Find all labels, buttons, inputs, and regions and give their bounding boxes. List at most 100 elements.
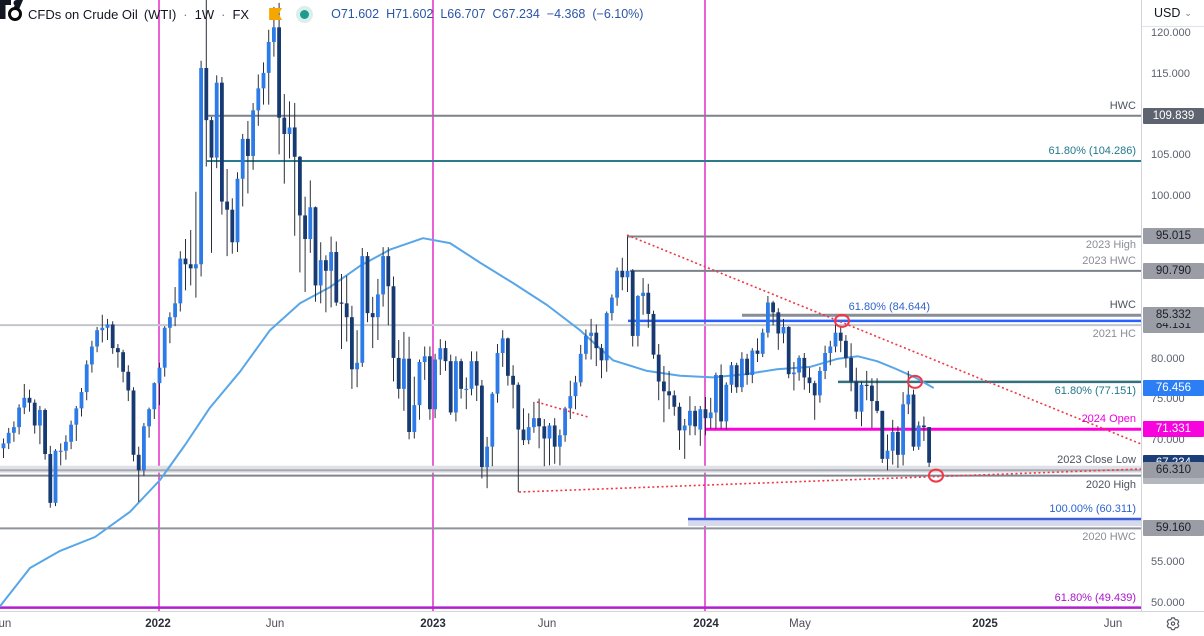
candle-body: [911, 394, 916, 447]
candle-body: [885, 450, 890, 459]
moving-average-line: [0, 237, 934, 608]
candle-body: [79, 392, 84, 409]
candle-body: [500, 338, 505, 354]
candle-body: [729, 365, 734, 385]
candle-body: [854, 381, 859, 412]
time-axis[interactable]: Jun 2022 Jun 2023 Jun 2024 May 2025 Jun: [0, 611, 1204, 636]
currency-label: USD: [1154, 6, 1181, 20]
level-label: 61.80% (104.286): [1048, 144, 1136, 157]
candle-body: [235, 178, 240, 243]
candle-body: [864, 384, 869, 386]
fib-level-label: 61.80% (84.644): [848, 301, 930, 313]
time-axis-label[interactable]: 2024: [693, 618, 719, 630]
candle-body: [318, 260, 323, 286]
candle-body: [355, 362, 359, 370]
candle-body: [490, 393, 495, 447]
candle-body: [121, 352, 125, 372]
candle-body: [610, 297, 614, 314]
candle-body: [261, 72, 266, 89]
candle-body: [516, 384, 521, 430]
time-axis-label[interactable]: Jun: [1103, 618, 1123, 630]
candle-body: [682, 425, 687, 431]
candle-body: [298, 156, 302, 216]
candle-body: [688, 410, 692, 426]
symbol-title[interactable]: CFDs on Crude Oil: [28, 6, 138, 22]
time-axis-label[interactable]: May: [789, 618, 811, 630]
candle-body: [495, 353, 500, 394]
time-axis-label[interactable]: Jun: [265, 618, 285, 630]
flag-bookmark-icon[interactable]: [269, 8, 283, 20]
candle-body: [786, 326, 791, 375]
level-label: 2023 High: [1085, 239, 1136, 252]
price-badge: 66.310: [1143, 462, 1204, 479]
candle-body: [246, 138, 250, 156]
candle-body: [350, 317, 354, 370]
candle-body: [402, 358, 406, 389]
currency-selector[interactable]: USD ⌄: [1142, 0, 1204, 27]
candle-body: [204, 68, 209, 121]
interval-label[interactable]: 1W: [194, 6, 215, 22]
candle-body: [147, 409, 151, 427]
candle-body: [584, 335, 588, 354]
candle-body: [391, 286, 396, 358]
candle-body: [162, 327, 167, 368]
time-axis-label[interactable]: 2025: [972, 618, 998, 630]
candle-body: [272, 27, 276, 42]
candle-body: [90, 346, 94, 365]
candle-body: [662, 381, 666, 392]
ohlc-value: C67.234: [492, 7, 540, 21]
candle-body: [225, 201, 229, 210]
candle-body: [594, 332, 599, 349]
candle-body: [256, 88, 261, 111]
candle-body: [589, 332, 593, 336]
candle-body: [578, 353, 583, 383]
candle-body: [828, 346, 833, 354]
candle-body: [339, 302, 344, 304]
candle-body: [308, 207, 313, 240]
candle-body: [266, 41, 271, 73]
candle-body: [17, 407, 21, 428]
price-tick-label: 55.000: [1151, 556, 1185, 569]
candle-body: [719, 375, 723, 422]
chart-legend[interactable]: CFDs on Crude Oil (WTI) · 1W · FX O71.60…: [8, 5, 643, 23]
candle-body: [781, 326, 786, 334]
chart-canvas[interactable]: HWC 61.80% (104.286) 2023 High 2023 HWC HWC 2…: [0, 0, 1141, 611]
candle-body: [818, 370, 822, 396]
legend-separator: ·: [221, 6, 226, 22]
candle-body: [875, 401, 879, 411]
candle-body: [277, 27, 281, 118]
chevron-down-icon: ⌄: [1184, 7, 1192, 18]
candle-body: [823, 353, 827, 371]
price-axis[interactable]: USD ⌄ 120.000 115.000 105.000 100.000 80.000…: [1141, 0, 1204, 611]
candle-body: [412, 405, 417, 432]
candle-body: [656, 354, 661, 382]
touch-circle-marker: [834, 313, 850, 328]
time-axis-label[interactable]: 2023: [420, 618, 446, 630]
axis-settings-icon[interactable]: [1163, 615, 1183, 635]
time-axis-label[interactable]: Jun: [537, 618, 557, 630]
candle-body: [667, 391, 671, 396]
candle-body: [251, 110, 255, 156]
candle-body: [214, 82, 219, 158]
candle-body: [188, 264, 193, 269]
candle-body: [199, 68, 203, 265]
time-axis-label[interactable]: Jun: [0, 618, 12, 630]
ohlc-value: O71.602: [331, 7, 380, 21]
candle-body: [84, 364, 89, 393]
time-axis-label[interactable]: 2022: [145, 618, 171, 630]
touch-circle-marker: [907, 374, 923, 389]
candle-body: [474, 361, 479, 386]
candle-body: [95, 330, 99, 347]
candle-body: [194, 264, 198, 269]
candle-body: [105, 324, 110, 328]
change: −4.368: [546, 7, 586, 21]
candle-body: [922, 425, 926, 428]
status-dot-icon[interactable]: [300, 9, 310, 19]
candle-body: [558, 435, 562, 447]
candle-body: [438, 348, 443, 360]
level-band: [688, 518, 1141, 527]
candle-body: [240, 138, 245, 179]
candle-body: [12, 427, 16, 433]
candle-body: [6, 432, 11, 444]
